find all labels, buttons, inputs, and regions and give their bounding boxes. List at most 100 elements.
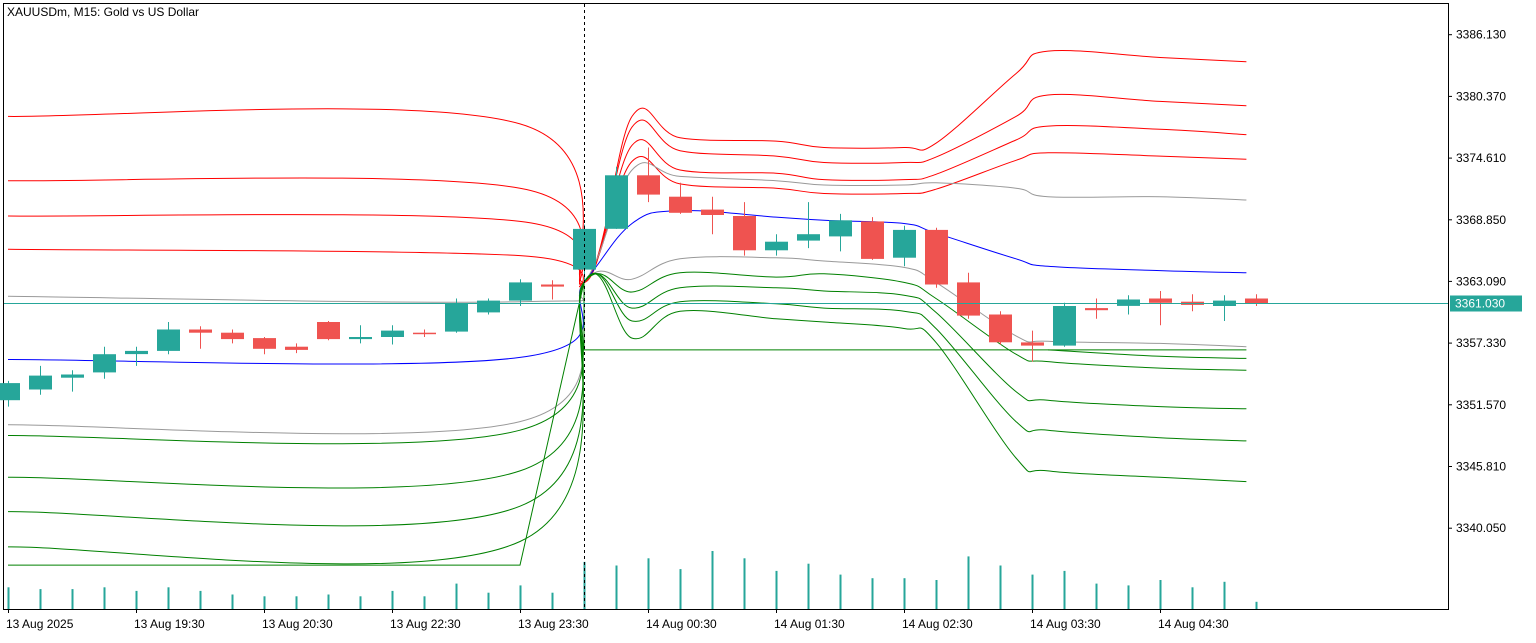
candle (381, 325, 404, 345)
candle (605, 166, 628, 229)
y-tick-label: 3374.610 (1456, 151, 1506, 165)
candle (829, 213, 852, 252)
band-line-2-upper (7, 125, 1247, 285)
candle-body (893, 229, 916, 258)
candle-body (29, 375, 52, 390)
y-tick-label: 3345.810 (1456, 460, 1506, 474)
y-tick-label: 3368.850 (1456, 213, 1506, 227)
x-tick-label: 13 Aug 20:30 (262, 617, 333, 631)
candle (1021, 330, 1044, 362)
overlay-layer: 3361.030 (4, 4, 1522, 609)
candle (253, 337, 276, 355)
y-tick-label: 3363.090 (1456, 274, 1506, 288)
candle (0, 380, 20, 407)
candle-body (477, 300, 500, 313)
candle (1053, 302, 1076, 347)
candle-body (381, 330, 404, 337)
candle-body (0, 383, 20, 401)
candle-body (541, 284, 564, 287)
candle (125, 346, 148, 366)
x-tick-label: 13 Aug 22:30 (390, 617, 461, 631)
candles-layer (0, 147, 1268, 407)
x-tick-label: 13 Aug 2025 (6, 617, 74, 631)
candle (669, 182, 692, 214)
candle-body (253, 338, 276, 349)
candle-body (797, 234, 820, 241)
candle-body (157, 329, 180, 351)
candle (93, 346, 116, 379)
candle-body (989, 314, 1012, 343)
candle (317, 321, 340, 341)
candle-body (285, 346, 308, 350)
y-tick-label: 3340.050 (1456, 521, 1506, 535)
candle-body (93, 354, 116, 373)
candle (637, 147, 660, 203)
current-price-label-box (1450, 295, 1522, 312)
candle (189, 326, 212, 349)
candle (1085, 298, 1108, 319)
band-line-7-lower (7, 271, 1247, 445)
y-tick-label: 3357.330 (1456, 336, 1506, 350)
candle-body (573, 228, 596, 270)
band-line-1-upper (7, 93, 1247, 284)
candle-body (1117, 299, 1140, 306)
candle (1149, 291, 1172, 326)
candle-body (1053, 306, 1076, 346)
candle-body (349, 337, 372, 340)
candle (445, 298, 468, 333)
x-tick-label: 14 Aug 00:30 (646, 617, 717, 631)
candle (989, 311, 1012, 345)
candle-body (413, 332, 436, 335)
candle-body (829, 220, 852, 237)
candle (61, 370, 84, 392)
x-tick-label: 13 Aug 23:30 (518, 617, 589, 631)
candle (797, 202, 820, 249)
candle (509, 279, 532, 306)
axes-layer: 3386.130 3380.370 3374.610 3368.850 3363.090… (6, 28, 1506, 631)
band-line-5-basis (7, 210, 1247, 365)
bands-layer (7, 49, 1247, 566)
candle (221, 329, 244, 344)
candle (957, 272, 980, 319)
candle-body (957, 282, 980, 316)
band-line-lower-tail (1047, 349, 1247, 359)
band-line-10-lower (7, 273, 1247, 565)
x-tick-label: 14 Aug 01:30 (774, 617, 845, 631)
candle-body (637, 175, 660, 195)
candle-body (861, 221, 884, 259)
candle-body (221, 332, 244, 340)
y-tick-label: 3351.570 (1456, 398, 1506, 412)
candle-body (189, 329, 212, 333)
candle-body (125, 350, 148, 355)
candle-body (925, 229, 948, 285)
x-tick-label: 14 Aug 02:30 (902, 617, 973, 631)
candle-body (701, 209, 724, 215)
candle-body (1149, 298, 1172, 303)
candle (29, 365, 52, 395)
candle-body (765, 241, 788, 251)
x-tick-label: 14 Aug 03:30 (1030, 617, 1101, 631)
y-tick-label: 3386.130 (1456, 28, 1506, 42)
candle-body (1245, 298, 1268, 304)
volume-layer (7, 551, 1258, 609)
band-line-3-upper (7, 152, 1247, 288)
candle (349, 325, 372, 344)
candle-body (1021, 342, 1044, 346)
current-price-label: 3361.030 (1455, 297, 1505, 311)
x-tick-label: 13 Aug 19:30 (134, 617, 205, 631)
candle (701, 196, 724, 235)
band-line-6-middle (7, 256, 1247, 435)
candle-body (733, 216, 756, 251)
candle-body (669, 196, 692, 213)
chart-title: XAUUSDm, M15: Gold vs US Dollar (7, 5, 200, 19)
candle (765, 234, 788, 256)
candle (541, 280, 564, 300)
candle (1117, 295, 1140, 315)
candle (861, 217, 884, 260)
candle (285, 343, 308, 354)
candle-body (445, 303, 468, 332)
candle (413, 329, 436, 337)
y-tick-label: 3380.370 (1456, 89, 1506, 103)
